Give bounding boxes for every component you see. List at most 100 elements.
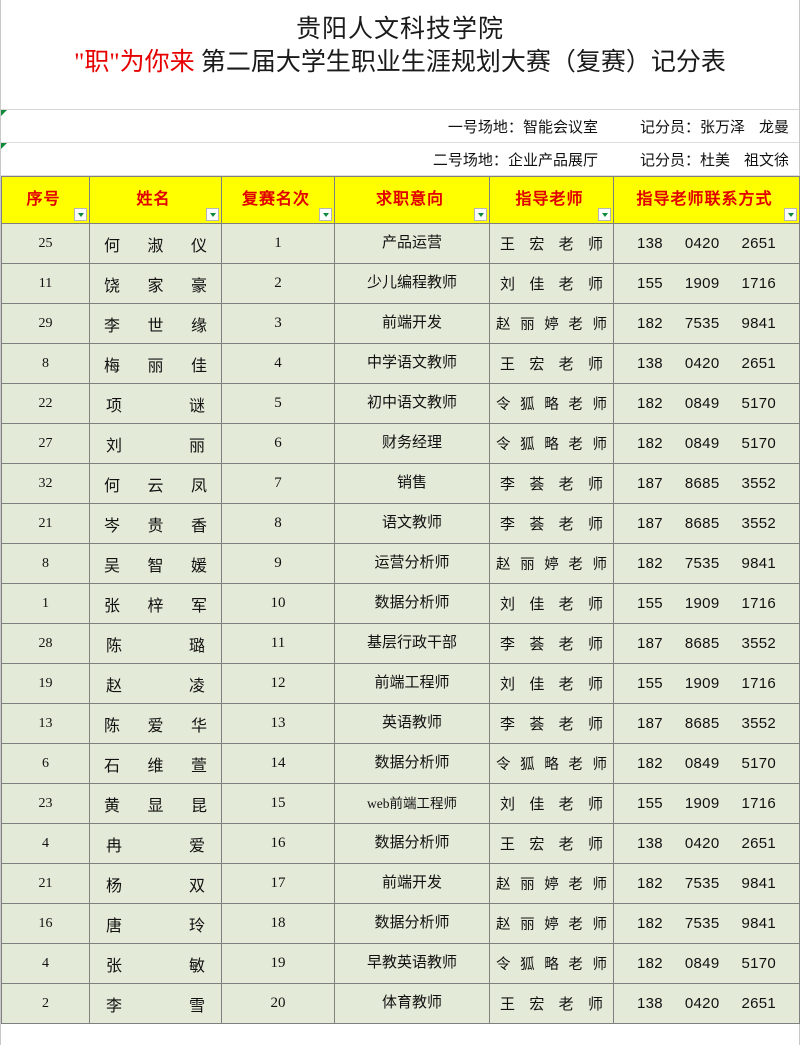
table-row[interactable]: 8 梅 丽 佳 4 中学语文教师 王宏老师 138 0420 2651 [1,343,800,384]
cell-rank[interactable]: 15 [221,783,335,824]
filter-dropdown-icon[interactable] [474,208,487,221]
table-row[interactable]: 13 陈 爱 华 13 英语教师 李荟老师 187 8685 3552 [1,703,800,744]
cell-teacher[interactable]: 令狐略老师 [489,743,614,784]
cell-index[interactable]: 11 [1,263,90,304]
cell-rank[interactable]: 18 [221,903,335,944]
cell-job-intention[interactable]: 基层行政干部 [334,623,490,664]
cell-teacher[interactable]: 令狐略老师 [489,943,614,984]
cell-teacher[interactable]: 赵丽婷老师 [489,303,614,344]
cell-index[interactable]: 27 [1,423,90,464]
cell-phone[interactable]: 182 7535 9841 [613,863,800,904]
table-row[interactable]: 23 黄 显 昆 15 web前端工程师 刘佳老师 155 1909 1716 [1,783,800,824]
cell-phone[interactable]: 182 7535 9841 [613,543,800,584]
cell-name[interactable]: 陈爱华 [89,703,222,744]
cell-rank[interactable]: 16 [221,823,335,864]
cell-job-intention[interactable]: 数据分析师 [334,583,490,624]
cell-index[interactable]: 8 [1,543,90,584]
cell-index[interactable]: 4 [1,823,90,864]
cell-rank[interactable]: 2 [221,263,335,304]
cell-name[interactable]: 石维萱 [89,743,222,784]
cell-index[interactable]: 19 [1,663,90,704]
cell-rank[interactable]: 1 [221,223,335,264]
cell-rank[interactable]: 4 [221,343,335,384]
cell-rank[interactable]: 17 [221,863,335,904]
table-row[interactable]: 6 石 维 萱 14 数据分析师 令狐略老师 182 0849 5170 [1,743,800,784]
cell-phone[interactable]: 155 1909 1716 [613,663,800,704]
cell-name[interactable]: 陈璐 [89,623,222,664]
cell-name[interactable]: 吴智媛 [89,543,222,584]
cell-teacher[interactable]: 王宏老师 [489,983,614,1024]
cell-name[interactable]: 何淑仪 [89,223,222,264]
cell-index[interactable]: 21 [1,503,90,544]
cell-teacher[interactable]: 李荟老师 [489,503,614,544]
cell-rank[interactable]: 20 [221,983,335,1024]
cell-job-intention[interactable]: 早教英语教师 [334,943,490,984]
cell-phone[interactable]: 155 1909 1716 [613,783,800,824]
cell-name[interactable]: 张敏 [89,943,222,984]
cell-rank[interactable]: 12 [221,663,335,704]
cell-phone[interactable]: 182 0849 5170 [613,383,800,424]
table-row[interactable]: 4 张敏 19 早教英语教师令狐略老师 182 0849 5170 [1,943,800,984]
cell-index[interactable]: 32 [1,463,90,504]
cell-name[interactable]: 梅丽佳 [89,343,222,384]
cell-teacher[interactable]: 令狐略老师 [489,423,614,464]
cell-name[interactable]: 赵凌 [89,663,222,704]
cell-job-intention[interactable]: 前端开发 [334,303,490,344]
table-row[interactable]: 29 李 世 缘 3 前端开发 赵丽婷老师 182 7535 9841 [1,303,800,344]
cell-name[interactable]: 冉爱 [89,823,222,864]
table-row[interactable]: 25 何 淑 仪 1 产品运营 王宏老师 138 0420 2651 [1,223,800,264]
cell-rank[interactable]: 3 [221,303,335,344]
cell-job-intention[interactable]: 少儿编程教师 [334,263,490,304]
cell-teacher[interactable]: 王宏老师 [489,223,614,264]
cell-job-intention[interactable]: 体育教师 [334,983,490,1024]
cell-teacher[interactable]: 赵丽婷老师 [489,863,614,904]
cell-index[interactable]: 21 [1,863,90,904]
cell-phone[interactable]: 138 0420 2651 [613,223,800,264]
table-row[interactable]: 2 李雪 20 体育教师王宏老师 138 0420 2651 [1,983,800,1024]
table-row[interactable]: 8 吴 智 媛 9 运营分析师 赵丽婷老师 182 7535 9841 [1,543,800,584]
cell-index[interactable]: 16 [1,903,90,944]
cell-rank[interactable]: 19 [221,943,335,984]
cell-index[interactable]: 4 [1,943,90,984]
cell-teacher[interactable]: 李荟老师 [489,623,614,664]
cell-rank[interactable]: 13 [221,703,335,744]
cell-rank[interactable]: 7 [221,463,335,504]
cell-teacher[interactable]: 刘佳老师 [489,663,614,704]
cell-index[interactable]: 13 [1,703,90,744]
cell-rank[interactable]: 8 [221,503,335,544]
cell-phone[interactable]: 187 8685 3552 [613,623,800,664]
cell-job-intention[interactable]: 运营分析师 [334,543,490,584]
cell-phone[interactable]: 138 0420 2651 [613,823,800,864]
cell-index[interactable]: 8 [1,343,90,384]
cell-teacher[interactable]: 王宏老师 [489,823,614,864]
cell-name[interactable]: 项谜 [89,383,222,424]
table-row[interactable]: 19 赵凌 12 前端工程师刘佳老师 155 1909 1716 [1,663,800,704]
cell-job-intention[interactable]: web前端工程师 [334,783,490,824]
cell-rank[interactable]: 11 [221,623,335,664]
cell-index[interactable]: 1 [1,583,90,624]
cell-index[interactable]: 2 [1,983,90,1024]
cell-name[interactable]: 李世缘 [89,303,222,344]
cell-job-intention[interactable]: 前端开发 [334,863,490,904]
cell-job-intention[interactable]: 英语教师 [334,703,490,744]
cell-index[interactable]: 29 [1,303,90,344]
cell-phone[interactable]: 182 7535 9841 [613,903,800,944]
filter-dropdown-icon[interactable] [598,208,611,221]
cell-name[interactable]: 杨双 [89,863,222,904]
cell-teacher[interactable]: 李荟老师 [489,703,614,744]
cell-job-intention[interactable]: 数据分析师 [334,743,490,784]
table-row[interactable]: 32 何 云 凤 7 销售 李荟老师 187 8685 3552 [1,463,800,504]
cell-phone[interactable]: 155 1909 1716 [613,583,800,624]
cell-name[interactable]: 李雪 [89,983,222,1024]
cell-job-intention[interactable]: 前端工程师 [334,663,490,704]
cell-teacher[interactable]: 刘佳老师 [489,783,614,824]
cell-phone[interactable]: 182 0849 5170 [613,423,800,464]
cell-rank[interactable]: 10 [221,583,335,624]
cell-job-intention[interactable]: 语文教师 [334,503,490,544]
filter-dropdown-icon[interactable] [784,208,797,221]
table-row[interactable]: 21 杨双 17 前端开发赵丽婷老师 182 7535 9841 [1,863,800,904]
cell-teacher[interactable]: 赵丽婷老师 [489,543,614,584]
cell-job-intention[interactable]: 初中语文教师 [334,383,490,424]
cell-teacher[interactable]: 赵丽婷老师 [489,903,614,944]
cell-rank[interactable]: 6 [221,423,335,464]
